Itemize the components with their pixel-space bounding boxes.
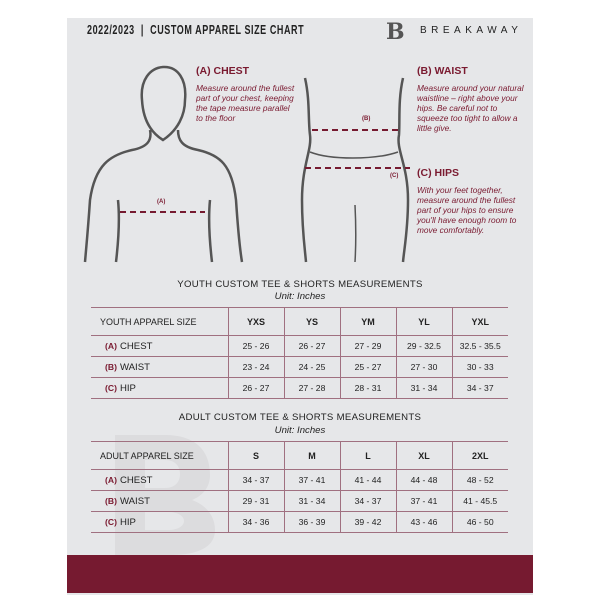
- cell: 41 - 44: [339, 469, 396, 491]
- brand-name: BREAKAWAY: [420, 25, 523, 36]
- header-cell: YL: [395, 307, 452, 336]
- cell: 39 - 42: [339, 511, 396, 533]
- brand-logo-icon: B: [386, 19, 405, 45]
- table-row: (B) WAIST 29 - 31 31 - 34 34 - 37 37 - 41 41 -…: [91, 490, 508, 512]
- cell: 28 - 31: [339, 377, 396, 399]
- youth-unit: Unit: Inches: [274, 291, 326, 302]
- youth-section-title: YOUTH CUSTOM TEE & SHORTS MEASUREMENTS: [177, 279, 423, 290]
- cell: 31 - 34: [283, 490, 340, 512]
- youth-size-table: YOUTH APPAREL SIZE YXS YS YM YL YXL (A) CHEST 2…: [91, 307, 508, 399]
- cell: 43 - 46: [395, 511, 452, 533]
- adult-section-title: ADULT CUSTOM TEE & SHORTS MEASUREMENTS: [178, 412, 422, 423]
- cell: 34 - 37: [227, 469, 284, 491]
- cell: 27 - 29: [339, 335, 396, 357]
- header-cell: YM: [339, 307, 396, 336]
- upper-body-outline: [83, 65, 244, 263]
- table-header-row: YOUTH APPAREL SIZE YXS YS YM YL YXL: [91, 307, 508, 336]
- header-cell: M: [283, 441, 340, 470]
- table-row: (B) WAIST 23 - 24 24 - 25 25 - 27 27 - 30 30 -…: [91, 356, 508, 378]
- watermark-logo: [115, 435, 215, 555]
- row-label: (B) WAIST: [105, 361, 150, 373]
- row-label: (C) HIP: [105, 516, 136, 528]
- cell: 37 - 41: [283, 469, 340, 491]
- table-row: (A) CHEST 25 - 26 26 - 27 27 - 29 29 - 32.5 32…: [91, 335, 508, 357]
- table-row: (A) CHEST 34 - 37 37 - 41 41 - 44 44 - 48 48 -…: [91, 469, 508, 491]
- page-title: 2022/2023 | CUSTOM APPAREL SIZE CHART: [87, 23, 305, 37]
- cell: 48 - 52: [451, 469, 508, 491]
- header-cell: YOUTH APPAREL SIZE: [100, 316, 197, 327]
- cell: 24 - 25: [283, 356, 340, 378]
- waist-marker: (B): [362, 116, 371, 122]
- waist-description: Measure around your natural waistline – …: [417, 83, 524, 133]
- lower-body-outline: [300, 77, 410, 263]
- footer-band: [67, 555, 533, 593]
- cell: 44 - 48: [395, 469, 452, 491]
- body-figures: [83, 65, 410, 263]
- header-cell: YXS: [227, 307, 284, 336]
- adult-unit: Unit: Inches: [274, 425, 326, 436]
- row-label: (B) WAIST: [105, 495, 150, 507]
- row-label: (A) CHEST: [105, 340, 153, 352]
- header-cell: S: [227, 441, 284, 470]
- cell: 36 - 39: [283, 511, 340, 533]
- header-cell: XL: [395, 441, 452, 470]
- row-label: (A) CHEST: [105, 474, 153, 486]
- hips-heading: (C) HIPS: [417, 167, 459, 179]
- cell: 34 - 36: [227, 511, 284, 533]
- hips-description: With your feet together, measure around …: [417, 185, 517, 235]
- cell: 30 - 33: [451, 356, 508, 378]
- header-cell: YXL: [451, 307, 508, 336]
- adult-size-table: ADULT APPAREL SIZE S M L XL 2XL (A) CHEST 34 - …: [91, 441, 508, 533]
- cell: 31 - 34: [395, 377, 452, 399]
- table-row: (C) HIP 34 - 36 36 - 39 39 - 42 43 - 46 46 - 5…: [91, 511, 508, 533]
- cell: 37 - 41: [395, 490, 452, 512]
- cell: 26 - 27: [283, 335, 340, 357]
- header-cell: YS: [283, 307, 340, 336]
- header-cell: ADULT APPAREL SIZE: [100, 450, 194, 461]
- table-row: (C) HIP 26 - 27 27 - 28 28 - 31 31 - 34 34 - 3…: [91, 377, 508, 399]
- cell: 46 - 50: [451, 511, 508, 533]
- cell: 27 - 30: [395, 356, 452, 378]
- chest-marker: (A): [157, 199, 166, 205]
- header-cell: L: [339, 441, 396, 470]
- cell: 34 - 37: [451, 377, 508, 399]
- chest-description: Measure around the fullest part of your …: [196, 83, 295, 123]
- cell: 34 - 37: [339, 490, 396, 512]
- cell: 32.5 - 35.5: [451, 335, 508, 357]
- table-header-row: ADULT APPAREL SIZE S M L XL 2XL: [91, 441, 508, 470]
- cell: 23 - 24: [227, 356, 284, 378]
- cell: 26 - 27: [227, 377, 284, 399]
- cell: 25 - 27: [339, 356, 396, 378]
- chest-heading: (A) CHEST: [196, 65, 250, 77]
- hips-marker: (C): [390, 173, 399, 179]
- cell: 27 - 28: [283, 377, 340, 399]
- waist-heading: (B) WAIST: [417, 65, 468, 77]
- cell: 29 - 31: [227, 490, 284, 512]
- header-cell: 2XL: [451, 441, 508, 470]
- row-label: (C) HIP: [105, 382, 136, 394]
- cell: 41 - 45.5: [451, 490, 508, 512]
- cell: 25 - 26: [227, 335, 284, 357]
- cell: 29 - 32.5: [395, 335, 452, 357]
